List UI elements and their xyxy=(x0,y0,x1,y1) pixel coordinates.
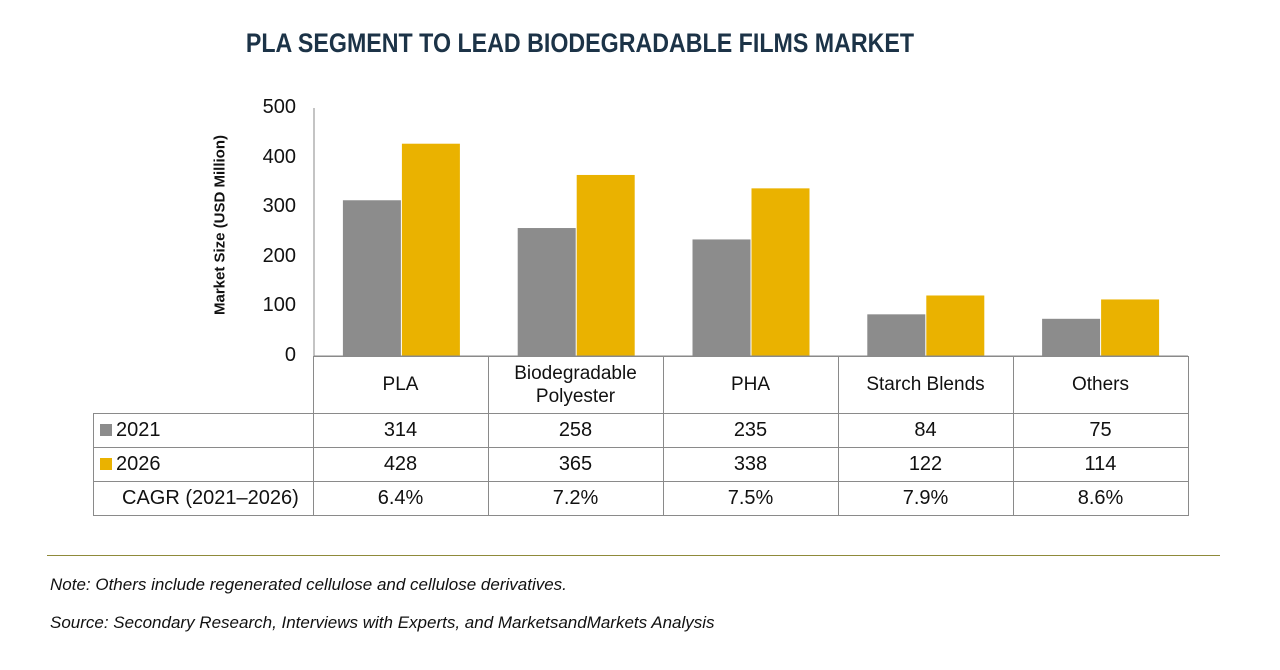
table-row-2026: 2026 428 365 338 122 114 xyxy=(93,446,1189,482)
legend-swatch-2026 xyxy=(100,457,112,470)
data-label: 428 xyxy=(312,446,489,482)
y-tick-label: 200 xyxy=(262,244,296,267)
cagr-value: 6.4% xyxy=(312,480,489,516)
table-row-2021: 2021 314 258 235 84 75 xyxy=(93,412,1189,448)
chart-title: PLA SEGMENT TO LEAD BIODEGRADABLE FILMS … xyxy=(245,28,915,58)
category-label: Biodegradable Polyester xyxy=(487,356,664,414)
data-label: 314 xyxy=(312,412,489,448)
bar-2026-3 xyxy=(926,295,985,356)
legend-swatch-2021 xyxy=(100,423,112,436)
data-label: 75 xyxy=(1012,412,1189,448)
data-label: 338 xyxy=(662,446,839,482)
table-corner xyxy=(93,356,314,413)
legend-entry-2026: 2026 xyxy=(93,446,314,482)
bar-2026-0 xyxy=(401,143,460,356)
data-table: PLA Biodegradable Polyester PHA Starch B… xyxy=(93,356,1189,516)
cagr-value: 8.6% xyxy=(1012,480,1189,516)
y-axis-title: Market Size (USD Million) xyxy=(211,134,229,316)
bar-2021-4 xyxy=(1042,318,1101,356)
data-label: 84 xyxy=(837,412,1014,448)
cagr-label: CAGR (2021–2026) xyxy=(93,480,314,516)
y-tick-label: 400 xyxy=(262,145,296,168)
y-tick-label: 300 xyxy=(262,195,296,218)
cagr-value: 7.9% xyxy=(837,480,1014,516)
table-row-cagr: CAGR (2021–2026) 6.4% 7.2% 7.5% 7.9% 8.6… xyxy=(93,480,1189,516)
cagr-value: 7.2% xyxy=(487,480,664,516)
cagr-value: 7.5% xyxy=(662,480,839,516)
category-label: Others xyxy=(1012,356,1189,414)
y-tick-label: 500 xyxy=(262,96,296,118)
category-label: PLA xyxy=(312,356,489,414)
bar-2021-1 xyxy=(517,228,576,356)
bar-2021-2 xyxy=(692,239,751,356)
legend-label: 2021 xyxy=(116,418,161,441)
bar-2026-1 xyxy=(576,174,635,356)
y-tick-label: 0 xyxy=(284,344,296,366)
bar-2021-3 xyxy=(867,314,926,356)
category-label: Starch Blends xyxy=(837,356,1014,414)
y-tick-label: 100 xyxy=(262,294,296,317)
legend-entry-2021: 2021 xyxy=(93,412,314,448)
category-label: PHA xyxy=(662,356,839,414)
data-label: 365 xyxy=(487,446,664,482)
divider-line xyxy=(47,555,1220,556)
source-note: Source: Secondary Research, Interviews w… xyxy=(50,613,715,632)
data-label: 235 xyxy=(662,412,839,448)
category-row: PLA Biodegradable Polyester PHA Starch B… xyxy=(93,356,1189,414)
footnote: Note: Others include regenerated cellulo… xyxy=(50,575,567,594)
data-label: 122 xyxy=(837,446,1014,482)
legend-label: 2026 xyxy=(116,452,161,475)
data-label: 258 xyxy=(487,412,664,448)
data-label: 114 xyxy=(1012,446,1189,482)
bar-2026-2 xyxy=(751,188,810,356)
bar-2026-4 xyxy=(1101,299,1160,356)
bar-2021-0 xyxy=(342,200,401,356)
